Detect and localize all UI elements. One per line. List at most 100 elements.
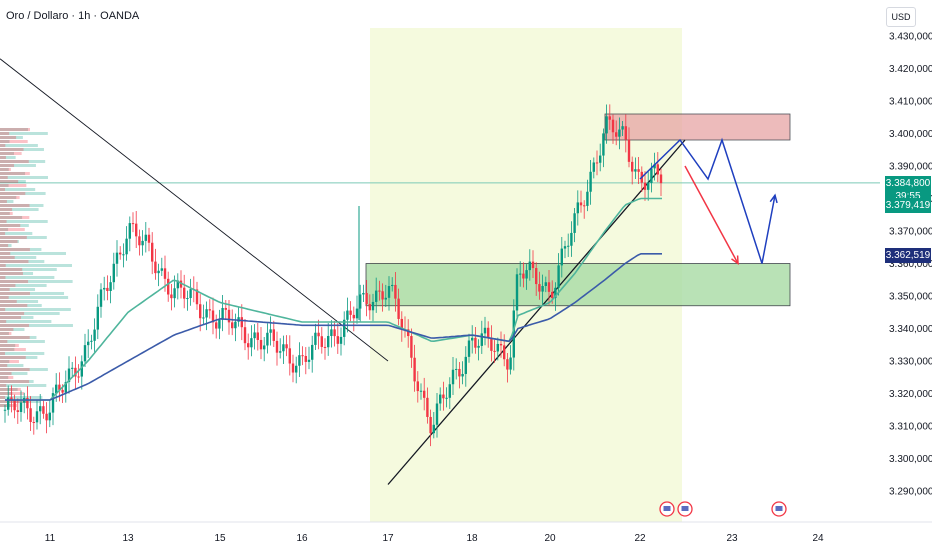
volume-bar-down xyxy=(0,356,26,359)
candle-body xyxy=(618,129,621,137)
candle-body xyxy=(224,307,227,310)
candle-body xyxy=(493,350,496,352)
volume-bar-down xyxy=(0,284,16,287)
volume-bar-up xyxy=(0,240,19,243)
candle-body xyxy=(599,155,602,163)
candle-body xyxy=(39,406,42,412)
candle-body xyxy=(51,393,55,413)
candle-body xyxy=(19,402,23,412)
candle-body xyxy=(7,397,10,410)
channel-upper-line xyxy=(0,58,389,362)
volume-bar-down xyxy=(0,232,6,235)
volume-bar-up xyxy=(0,328,25,331)
volume-bar-up xyxy=(0,268,57,271)
candle-body xyxy=(343,319,346,337)
candle-body xyxy=(279,351,282,353)
candle-body xyxy=(400,318,403,330)
candle-body xyxy=(131,223,135,225)
candle-body xyxy=(506,359,509,370)
candle-body xyxy=(515,274,519,311)
volume-bar-down xyxy=(0,332,12,335)
candle-body xyxy=(371,301,375,311)
y-tick-label: 3.350,000 xyxy=(889,292,932,303)
volume-bar-up xyxy=(0,140,10,143)
candle-body xyxy=(269,329,272,333)
candle-body xyxy=(10,397,13,400)
candle-body xyxy=(115,252,119,264)
volume-bar-up xyxy=(0,340,45,343)
candle-body xyxy=(413,357,416,382)
candle-body xyxy=(426,397,429,417)
volume-bar-down xyxy=(0,244,9,247)
candle-body xyxy=(29,408,32,423)
volume-bar-up xyxy=(0,320,52,323)
candle-body xyxy=(650,168,653,183)
candle-body xyxy=(3,409,7,411)
candle-body xyxy=(349,310,352,315)
demand-zone xyxy=(365,263,791,307)
volume-bar-up xyxy=(0,304,42,307)
candle-body xyxy=(67,368,71,382)
candle-body xyxy=(435,403,439,425)
volume-bar-down xyxy=(0,396,6,399)
candle-body xyxy=(112,263,115,283)
candle-body xyxy=(407,329,410,337)
volume-bar-down xyxy=(0,336,30,339)
volume-bar-up xyxy=(0,252,66,255)
y-tick-label: 3.360,000 xyxy=(889,259,932,270)
candle-body xyxy=(656,164,659,175)
candle-body xyxy=(218,319,221,329)
candle-body xyxy=(247,343,250,348)
candle-body xyxy=(563,246,567,249)
candle-body xyxy=(365,292,368,305)
red-projection-path xyxy=(684,165,739,264)
volume-bar-up xyxy=(0,152,15,155)
candle-body xyxy=(442,394,445,399)
candle-body xyxy=(327,335,330,348)
candle-body xyxy=(634,169,637,172)
candle-body xyxy=(147,234,151,243)
y-tick-label: 3.310,000 xyxy=(889,422,932,433)
candle-body xyxy=(595,162,599,164)
candle-body xyxy=(74,367,77,377)
volume-bar-up xyxy=(0,364,24,367)
volume-bar-down xyxy=(0,152,22,155)
symbol-header[interactable]: Oro / Dollaro · 1h · OANDA xyxy=(6,10,140,22)
volume-bar-up xyxy=(0,224,29,227)
candle-body xyxy=(157,270,160,274)
ma-fast-line xyxy=(5,197,662,401)
volume-bar-down xyxy=(0,312,25,315)
volume-bar-down xyxy=(0,340,8,343)
volume-bar-down xyxy=(0,180,19,183)
blue-projection-path-arrowhead xyxy=(769,193,778,204)
candle-body xyxy=(122,254,125,256)
candle-body xyxy=(544,282,547,287)
candle-body xyxy=(631,161,634,172)
candle-body xyxy=(317,332,320,337)
candle-body xyxy=(16,410,19,412)
volume-bar-down xyxy=(0,212,13,215)
volume-bar-down xyxy=(0,288,10,291)
x-tick-label: 24 xyxy=(812,533,824,544)
volume-bar-down xyxy=(0,128,30,131)
candle-body xyxy=(304,355,307,362)
currency-button[interactable]: USD xyxy=(886,7,916,27)
candle-body xyxy=(336,336,339,344)
candle-body xyxy=(106,287,109,291)
candle-body xyxy=(323,346,327,348)
candle-body xyxy=(99,289,103,307)
candle-body xyxy=(579,202,583,206)
volume-bar-up xyxy=(0,368,48,371)
candle-body xyxy=(346,310,349,320)
volume-bar-down xyxy=(0,216,30,219)
volume-bar-down xyxy=(0,148,24,151)
volume-bar-down xyxy=(0,240,18,243)
candle-body xyxy=(554,287,557,299)
volume-bar-up xyxy=(0,132,48,135)
volume-bar-up xyxy=(0,176,48,179)
ma-slow-line xyxy=(5,253,662,401)
volume-bar-up xyxy=(0,256,37,259)
blue-projection-path xyxy=(639,137,776,264)
